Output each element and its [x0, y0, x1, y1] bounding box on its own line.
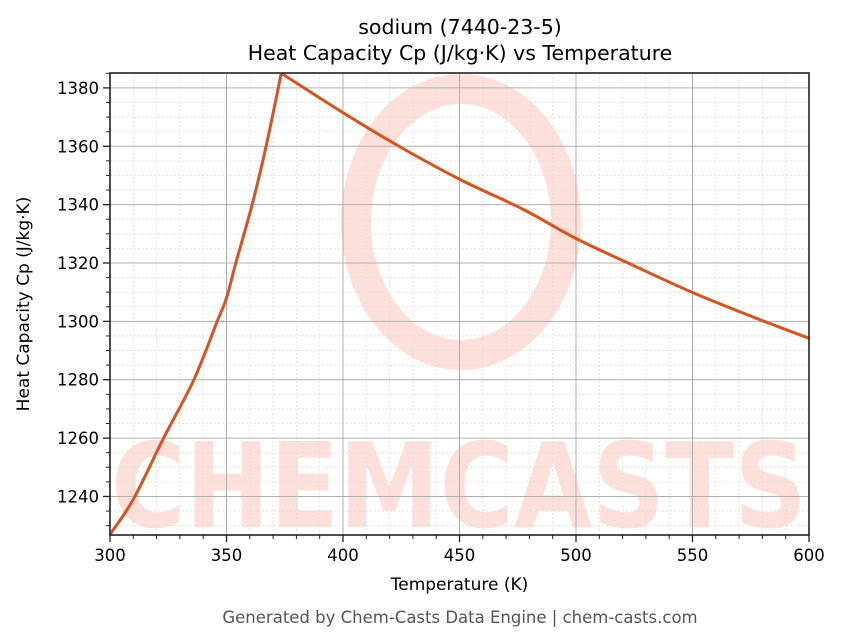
- x-tick-label: 300: [94, 546, 126, 565]
- y-tick-label: 1240: [57, 487, 99, 506]
- y-tick-label: 1360: [57, 137, 99, 156]
- y-tick-label: 1280: [57, 371, 99, 390]
- data-series: [110, 73, 809, 535]
- x-tick-label: 600: [793, 546, 825, 565]
- tick-labels: 300 350 400 450 500 550 600 1240 1260 1280 1300 132…: [57, 79, 825, 565]
- major-grid: [109, 73, 810, 535]
- y-tick-label: 1340: [57, 196, 99, 215]
- x-axis-label: Temperature (K): [390, 575, 529, 595]
- cp-line: [110, 73, 809, 535]
- y-tick-label: 1260: [57, 429, 99, 448]
- watermark-circle: [341, 74, 581, 370]
- chart-title: sodium (7440-23-5): [358, 15, 562, 39]
- y-tick-label: 1300: [57, 312, 99, 331]
- y-tick-label: 1320: [57, 254, 99, 273]
- axes: [103, 72, 810, 542]
- x-tick-label: 350: [211, 546, 243, 565]
- x-tick-label: 450: [444, 546, 476, 565]
- plot-frame: [109, 72, 810, 536]
- chart-subtitle: Heat Capacity Cp (J/kg·K) vs Temperature: [247, 41, 673, 65]
- y-tick-label: 1380: [57, 79, 99, 98]
- x-tick-label: 550: [677, 546, 709, 565]
- footer-credit: Generated by Chem-Casts Data Engine | ch…: [222, 608, 698, 627]
- x-tick-label: 500: [560, 546, 592, 565]
- y-axis-label: Heat Capacity Cp (J/kg·K): [14, 196, 34, 412]
- x-tick-label: 400: [327, 546, 359, 565]
